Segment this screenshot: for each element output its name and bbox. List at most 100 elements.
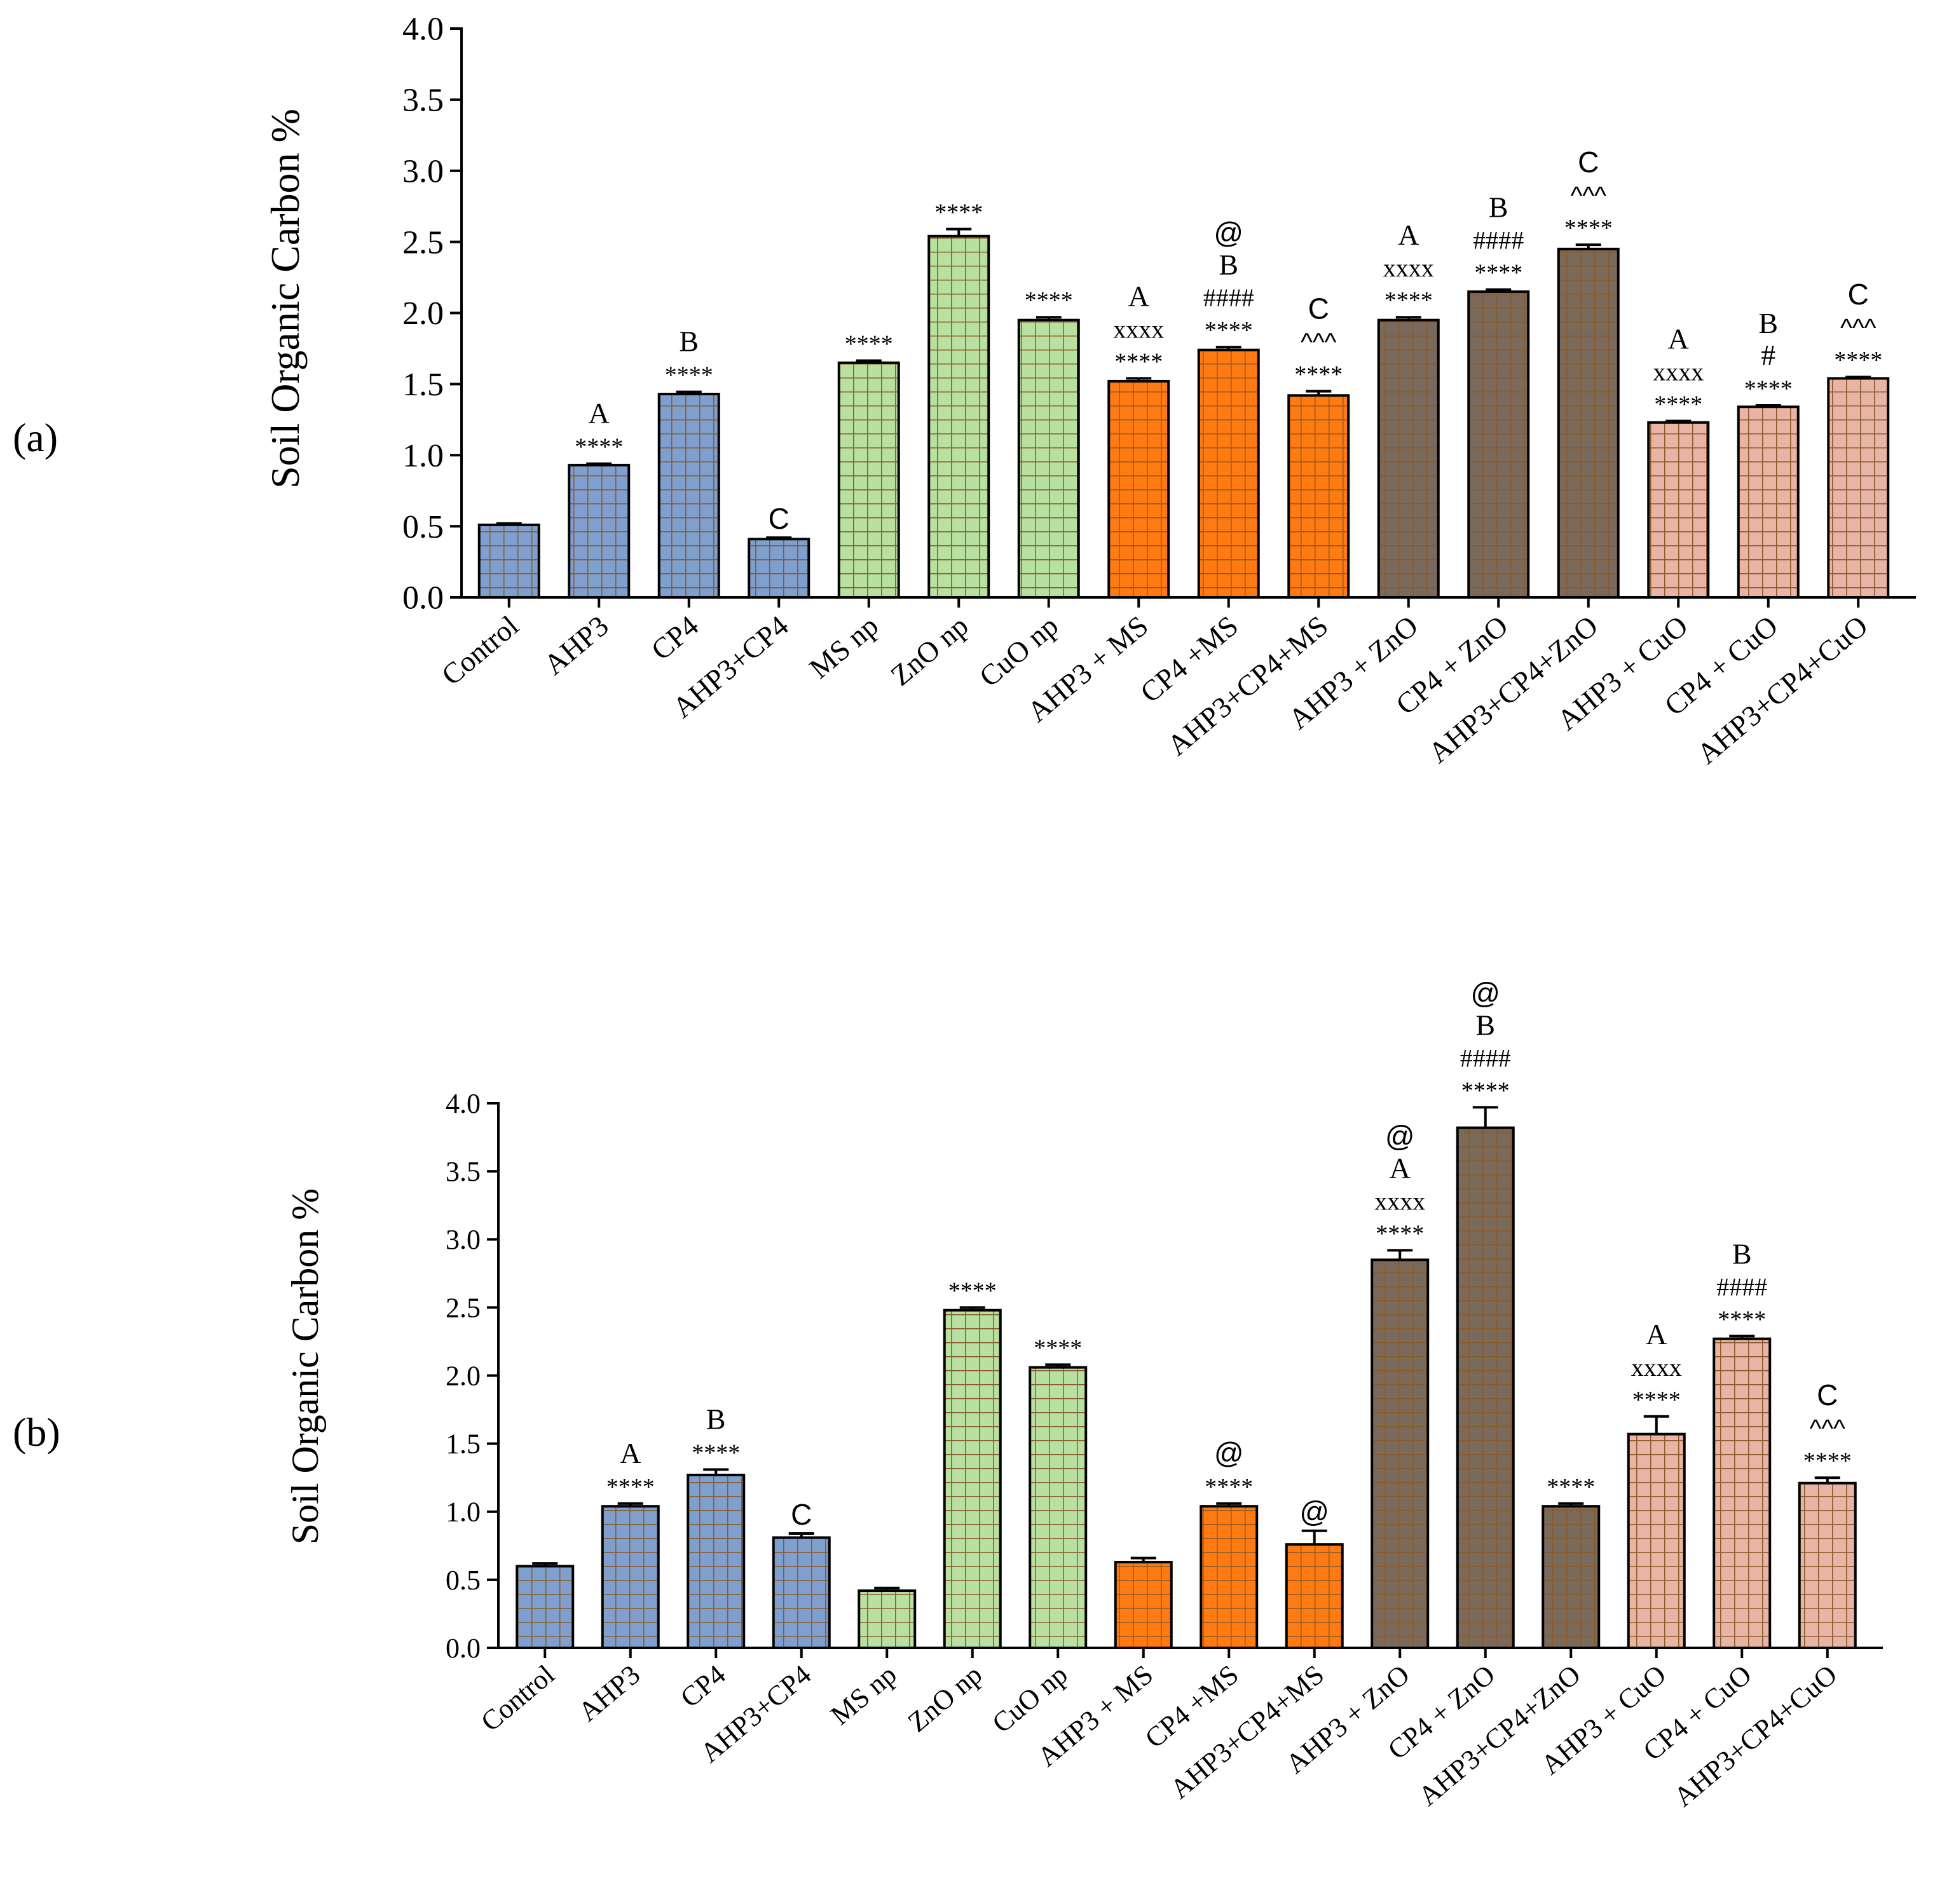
significance-label: **** — [1385, 287, 1433, 314]
significance-label: # — [1761, 339, 1775, 371]
bar — [1287, 394, 1350, 599]
y-tick-label: 2.0 — [402, 296, 444, 332]
y-tick-label: 0.0 — [446, 1633, 481, 1664]
significance-label: **** — [1654, 391, 1702, 418]
significance-label: **** — [934, 199, 983, 226]
significance-label: **** — [692, 1439, 740, 1466]
significance-label: A — [1398, 219, 1419, 251]
bar — [1377, 318, 1440, 599]
bar — [748, 538, 810, 599]
x-tick-label: MS np — [824, 1659, 902, 1731]
bar — [1647, 421, 1710, 599]
x-tick-label: ZnO np — [884, 609, 974, 692]
significance-label: **** — [665, 362, 713, 389]
bar — [837, 361, 900, 599]
significance-label: @ — [1470, 976, 1500, 1009]
y-tick-label: 0.5 — [446, 1565, 481, 1596]
panel-label: (a) — [13, 415, 58, 460]
significance-label: **** — [575, 434, 623, 461]
bar — [657, 393, 720, 599]
bar — [1029, 1366, 1088, 1650]
x-tick-label: Control — [435, 609, 524, 691]
y-tick-label: 1.5 — [446, 1429, 481, 1460]
bar — [1467, 290, 1530, 599]
y-tick-label: 3.5 — [402, 83, 444, 119]
bar — [1737, 405, 1800, 599]
significance-label: C — [1817, 1378, 1838, 1411]
significance-label: xxxx — [1374, 1187, 1425, 1215]
significance-label: @ — [1214, 1436, 1244, 1469]
significance-label: B — [1489, 191, 1508, 224]
significance-label: **** — [1376, 1220, 1424, 1247]
y-tick-label: 1.0 — [446, 1497, 481, 1528]
bar — [601, 1505, 660, 1649]
bar-chart: 0.0 0.5 1.0 1.5 2.0 2.5 3.0 3.5 4.0 Control AHP3 **… — [446, 976, 1883, 1812]
significance-label: B — [679, 325, 699, 358]
significance-label: **** — [1474, 260, 1522, 287]
y-tick-label: 1.5 — [402, 367, 444, 403]
significance-label: @ — [1385, 1119, 1415, 1152]
bar — [1456, 1126, 1515, 1649]
significance-label: ^^^ — [1810, 1415, 1846, 1443]
x-tick-label: CP4 — [645, 609, 705, 667]
significance-label: B — [1732, 1237, 1752, 1270]
significance-label: **** — [1803, 1448, 1852, 1474]
significance-label: C — [1848, 278, 1869, 311]
significance-label: C — [1308, 292, 1329, 325]
significance-label: ^^^ — [1571, 182, 1607, 210]
x-tick-label: Control — [475, 1659, 560, 1737]
y-tick-label: 4.0 — [446, 1088, 481, 1119]
bar — [1713, 1337, 1772, 1650]
y-tick-label: 2.5 — [402, 224, 444, 261]
significance-label: xxxx — [1653, 358, 1704, 386]
bar — [927, 235, 990, 599]
y-axis-label: Soil Organic Carbon % — [263, 109, 308, 489]
significance-label: @ — [1214, 216, 1243, 249]
bar — [568, 463, 631, 599]
bar — [1798, 1481, 1857, 1650]
significance-label: A — [1668, 323, 1689, 355]
significance-label: **** — [1744, 376, 1793, 402]
y-tick-label: 1.0 — [402, 438, 444, 474]
bar-chart: 0.0 0.5 1.0 1.5 2.0 2.5 3.0 3.5 4.0 Control AHP3 **… — [402, 11, 1916, 770]
x-tick-label: AHP3 — [538, 609, 615, 681]
significance-label: A — [620, 1437, 641, 1469]
significance-label: B — [706, 1403, 726, 1435]
y-tick-label: 3.0 — [402, 153, 444, 189]
significance-label: **** — [1205, 1474, 1253, 1500]
y-tick-label: 0.5 — [402, 509, 444, 545]
significance-label: **** — [948, 1277, 997, 1304]
significance-label: B — [1219, 248, 1238, 281]
y-tick-label: 3.5 — [446, 1156, 481, 1187]
y-tick-label: 2.0 — [446, 1360, 481, 1391]
significance-label: xxxx — [1383, 254, 1434, 282]
panel-a: (a) Soil Organic Carbon % 0.0 0.5 1.0 1.5 2.… — [13, 11, 1916, 770]
y-tick-label: 3.0 — [446, 1224, 481, 1255]
bar — [1017, 318, 1080, 599]
significance-label: xxxx — [1631, 1353, 1682, 1382]
significance-label: C — [769, 502, 790, 535]
significance-label: A — [1646, 1318, 1667, 1350]
significance-label: #### — [1473, 226, 1524, 255]
bar — [1107, 379, 1170, 599]
significance-label: A — [1390, 1152, 1411, 1184]
significance-label: @ — [1299, 1495, 1329, 1528]
significance-label: **** — [1461, 1077, 1510, 1104]
significance-label: A — [589, 397, 610, 430]
bar — [687, 1473, 746, 1650]
x-tick-label: MS np — [803, 609, 884, 685]
significance-label: **** — [1025, 287, 1073, 314]
y-tick-label: 0.0 — [402, 580, 444, 616]
bar — [516, 1565, 575, 1649]
bar — [772, 1536, 831, 1650]
bar — [1371, 1258, 1430, 1649]
significance-label: **** — [1294, 362, 1343, 388]
bar — [1114, 1561, 1173, 1649]
significance-label: **** — [1547, 1474, 1595, 1500]
significance-label: C — [791, 1498, 812, 1531]
significance-label: #### — [1203, 283, 1254, 312]
significance-label: **** — [1718, 1306, 1766, 1333]
bar — [477, 523, 540, 599]
significance-label: A — [1128, 280, 1149, 312]
